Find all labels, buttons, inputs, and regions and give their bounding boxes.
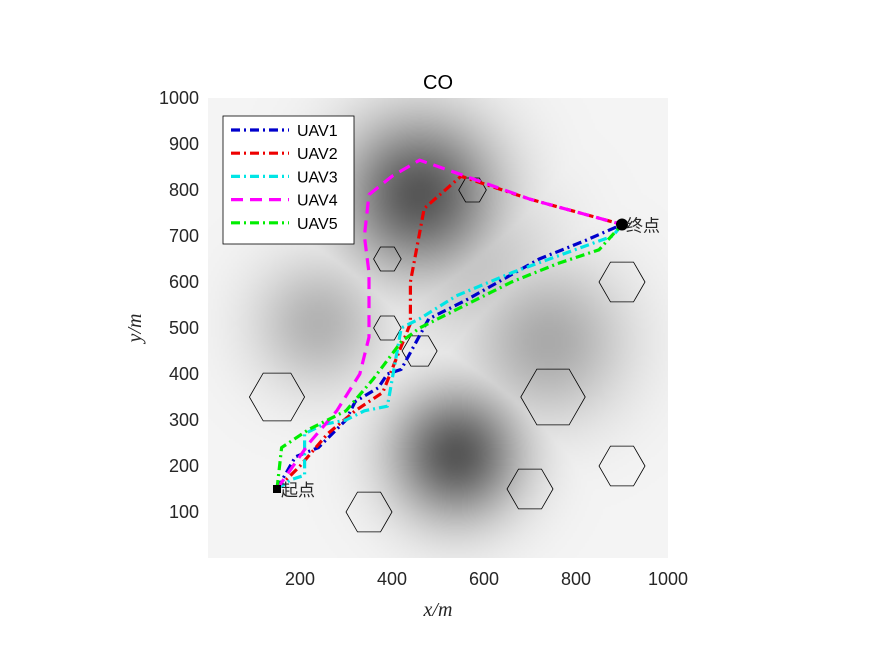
x-tick-label: 800	[561, 569, 591, 589]
y-tick-label: 100	[169, 502, 199, 522]
obstacle-hexagon-4	[401, 335, 438, 367]
x-tick-label: 1000	[648, 569, 688, 589]
legend-label-uav2: UAV2	[297, 146, 338, 163]
legend-label-uav5: UAV5	[297, 216, 338, 233]
legend-label-uav1: UAV1	[297, 123, 338, 140]
start-label: 起点	[281, 481, 315, 501]
path-uav3	[276, 223, 624, 491]
path-uav4	[275, 158, 623, 490]
start-marker	[273, 485, 281, 493]
obstacle-hexagon-7	[598, 261, 646, 303]
y-tick-label: 200	[169, 456, 199, 476]
x-axis-label: x/m	[423, 599, 453, 621]
obstacle-hexagon-3	[458, 177, 487, 203]
obstacle-hexagon-1	[373, 246, 402, 272]
x-tick-label: 400	[377, 569, 407, 589]
end-marker	[616, 218, 628, 231]
start-end-markers: 起点 终点	[273, 217, 660, 501]
legend-label-uav4: UAV4	[297, 193, 338, 210]
legend-label-uav3: UAV3	[297, 169, 338, 186]
y-tick-label: 700	[169, 226, 199, 246]
end-label: 终点	[626, 217, 660, 237]
obstacle-hexagon-6	[520, 368, 586, 426]
x-tick-label: 200	[285, 569, 315, 589]
y-tick-label: 800	[169, 180, 199, 200]
y-axis-label: y/m	[124, 314, 146, 345]
y-tick-label: 500	[169, 318, 199, 338]
obstacle-hexagon-10	[345, 491, 393, 533]
obstacles	[248, 177, 646, 533]
obstacle-hexagon-8	[598, 445, 646, 487]
y-tick-label: 400	[169, 364, 199, 384]
y-tick-label: 300	[169, 410, 199, 430]
uav-paths	[275, 158, 624, 491]
x-tick-labels: 200 400 600 800 1000	[285, 569, 688, 589]
obstacle-hexagon-5	[248, 372, 306, 422]
y-tick-label: 600	[169, 272, 199, 292]
obstacle-hexagon-9	[506, 468, 554, 510]
chart-title: CO	[423, 72, 453, 94]
x-tick-label: 600	[469, 569, 499, 589]
path-uav1	[275, 223, 623, 490]
y-tick-labels: 100 200 300 400 500 600 700 800 900 1000	[159, 88, 199, 522]
y-tick-label: 900	[169, 134, 199, 154]
legend: UAV1 UAV2 UAV3 UAV4 UAV5	[222, 115, 355, 245]
y-tick-label: 1000	[159, 88, 199, 108]
obstacle-hexagon-2	[373, 315, 402, 341]
path-uav5	[275, 223, 624, 490]
